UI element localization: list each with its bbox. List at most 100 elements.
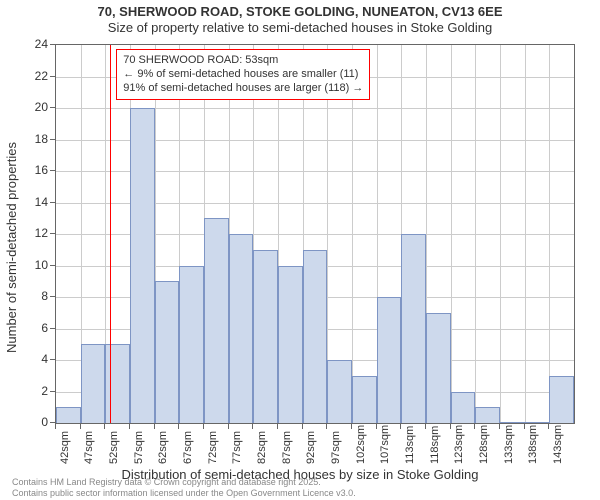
bar	[377, 297, 402, 423]
x-tick-label: 77sqm	[231, 431, 243, 464]
bar	[500, 422, 525, 423]
bar	[179, 266, 204, 424]
y-tick-label: 4	[8, 352, 48, 366]
annotation-line-2: ← 9% of semi-detached houses are smaller…	[123, 68, 363, 82]
bar	[475, 407, 500, 423]
x-tick-label: 118sqm	[429, 426, 441, 464]
y-tick	[50, 170, 55, 171]
x-tick	[474, 424, 475, 429]
x-tick	[425, 424, 426, 429]
footer-line-2: Contains public sector information licen…	[12, 488, 356, 498]
bar	[155, 281, 180, 423]
x-tick-label: 107sqm	[379, 425, 391, 464]
bar	[401, 234, 426, 423]
x-tick	[351, 424, 352, 429]
x-tick	[228, 424, 229, 429]
x-tick	[524, 424, 525, 429]
bar	[525, 422, 550, 423]
y-tick	[50, 265, 55, 266]
title-line-1: 70, SHERWOOD ROAD, STOKE GOLDING, NUNEAT…	[0, 4, 600, 20]
bar	[278, 266, 303, 424]
footer-line-1: Contains HM Land Registry data © Crown c…	[12, 477, 356, 487]
bar	[130, 108, 155, 423]
gridline-v	[451, 45, 452, 423]
x-tick-label: 138sqm	[527, 425, 539, 464]
x-tick-label: 123sqm	[453, 425, 465, 464]
y-tick	[50, 139, 55, 140]
x-tick-label: 128sqm	[478, 425, 490, 464]
bar	[56, 407, 81, 423]
gridline-v	[500, 45, 501, 423]
x-tick-label: 42sqm	[59, 431, 71, 464]
y-tick	[50, 44, 55, 45]
y-tick-label: 10	[8, 258, 48, 272]
bar	[204, 218, 229, 423]
y-tick	[50, 202, 55, 203]
bar	[229, 234, 254, 423]
y-tick	[50, 422, 55, 423]
title-line-2: Size of property relative to semi-detach…	[0, 20, 600, 36]
y-tick-label: 16	[8, 163, 48, 177]
y-tick	[50, 391, 55, 392]
annotation-line-3: 91% of semi-detached houses are larger (…	[123, 82, 363, 96]
gridline-v	[525, 45, 526, 423]
y-tick-label: 22	[8, 69, 48, 83]
chart-container: 70, SHERWOOD ROAD, STOKE GOLDING, NUNEAT…	[0, 0, 600, 500]
gridline-v	[549, 45, 550, 423]
marker-line	[110, 45, 111, 423]
x-tick-label: 102sqm	[355, 425, 367, 464]
x-tick-label: 67sqm	[182, 431, 194, 464]
x-tick	[277, 424, 278, 429]
y-tick-label: 18	[8, 132, 48, 146]
y-tick-label: 24	[8, 37, 48, 51]
y-tick-label: 6	[8, 321, 48, 335]
y-tick	[50, 233, 55, 234]
x-tick	[154, 424, 155, 429]
bar	[352, 376, 377, 423]
x-tick	[178, 424, 179, 429]
bar	[549, 376, 574, 423]
x-tick	[376, 424, 377, 429]
x-tick	[400, 424, 401, 429]
x-tick-label: 82sqm	[256, 431, 268, 464]
x-tick	[80, 424, 81, 429]
y-tick-label: 12	[8, 226, 48, 240]
y-tick-label: 2	[8, 384, 48, 398]
gridline-v	[475, 45, 476, 423]
x-tick-label: 113sqm	[404, 426, 416, 464]
bar	[81, 344, 106, 423]
x-tick	[203, 424, 204, 429]
x-tick	[499, 424, 500, 429]
x-tick-label: 47sqm	[83, 431, 95, 464]
plot-area: 70 SHERWOOD ROAD: 53sqm ← 9% of semi-det…	[55, 44, 575, 424]
x-tick	[129, 424, 130, 429]
y-tick	[50, 107, 55, 108]
x-tick	[252, 424, 253, 429]
x-tick-label: 133sqm	[503, 425, 515, 464]
bar	[426, 313, 451, 423]
x-tick-label: 92sqm	[305, 431, 317, 464]
bar	[303, 250, 328, 423]
x-tick-label: 72sqm	[207, 431, 219, 464]
x-tick-label: 97sqm	[330, 431, 342, 464]
x-tick	[548, 424, 549, 429]
gridline-v	[352, 45, 353, 423]
y-tick-label: 0	[8, 415, 48, 429]
x-tick	[55, 424, 56, 429]
y-tick-label: 20	[8, 100, 48, 114]
titles: 70, SHERWOOD ROAD, STOKE GOLDING, NUNEAT…	[0, 0, 600, 37]
x-tick	[104, 424, 105, 429]
x-tick-label: 87sqm	[281, 431, 293, 464]
bar	[327, 360, 352, 423]
y-tick	[50, 328, 55, 329]
x-tick-label: 57sqm	[133, 431, 145, 464]
annotation-line-1: 70 SHERWOOD ROAD: 53sqm	[123, 54, 363, 68]
annotation-box: 70 SHERWOOD ROAD: 53sqm ← 9% of semi-det…	[116, 49, 370, 100]
y-tick	[50, 296, 55, 297]
bar	[105, 344, 130, 423]
y-tick-label: 8	[8, 289, 48, 303]
x-tick	[450, 424, 451, 429]
x-tick-label: 52sqm	[108, 431, 120, 464]
x-tick-label: 143sqm	[552, 425, 564, 464]
y-tick	[50, 76, 55, 77]
